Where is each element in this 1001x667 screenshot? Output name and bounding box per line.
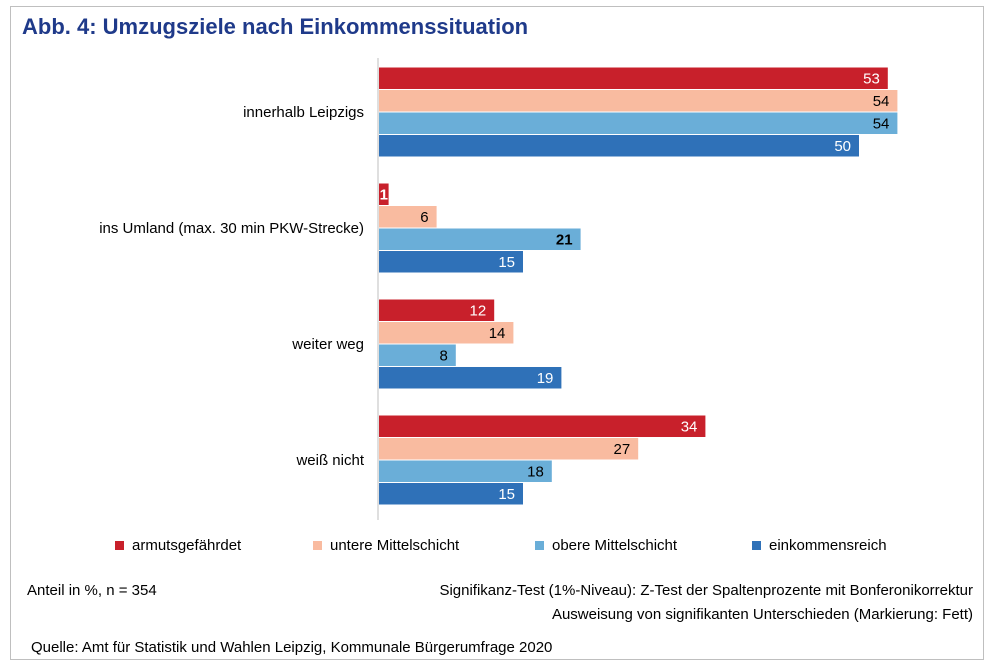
bar-untere-mittelschicht (379, 438, 639, 460)
bar-einkommensreich (379, 367, 562, 389)
data-label: 15 (498, 254, 515, 271)
data-label: 19 (537, 370, 554, 387)
sample-note: Anteil in %, n = 354 (27, 582, 157, 599)
data-label: 6 (420, 209, 428, 226)
chart-title: Abb. 4: Umzugsziele nach Einkommenssitua… (22, 14, 529, 39)
legend-swatch (752, 541, 761, 550)
data-label: 27 (614, 441, 631, 458)
bar-untere-mittelschicht (379, 322, 514, 344)
significance-note: Signifikanz-Test (1%-Niveau): Z-Test der… (439, 582, 973, 599)
data-label: 21 (556, 231, 573, 248)
bar-obere-mittelschicht (379, 112, 898, 134)
data-label: 50 (834, 138, 851, 155)
bar-untere-mittelschicht (379, 206, 437, 228)
marking-note: Ausweisung von signifikanten Unterschied… (551, 606, 973, 623)
data-label: 15 (498, 486, 515, 503)
bar-einkommensreich (379, 251, 523, 273)
legend-item: obere Mittelschicht (535, 537, 677, 554)
data-label: 54 (873, 115, 890, 132)
bar-obere-mittelschicht (379, 228, 581, 250)
data-label: 14 (489, 325, 506, 342)
bar-armutsgefährdet (379, 415, 706, 437)
legend-swatch (313, 541, 322, 550)
data-label: 34 (681, 418, 698, 435)
bar-einkommensreich (379, 135, 859, 157)
chart-legend: armutsgefährdet untere Mittelschicht obere… (0, 537, 1001, 559)
category-label: weiter weg (291, 336, 364, 353)
source-note: Quelle: Amt für Statistik und Wahlen Lei… (31, 639, 553, 656)
data-label: 18 (527, 463, 544, 480)
data-label: 53 (863, 70, 880, 87)
legend-swatch (115, 541, 124, 550)
data-label: 12 (470, 302, 487, 319)
category-label: innerhalb Leipzigs (243, 104, 364, 121)
legend-label: einkommensreich (769, 537, 887, 554)
data-label: 8 (439, 347, 447, 364)
category-label: ins Umland (max. 30 min PKW-Strecke) (99, 220, 364, 237)
bar-armutsgefährdet (379, 299, 495, 321)
legend-label: untere Mittelschicht (330, 537, 460, 554)
bar-armutsgefährdet (379, 67, 888, 89)
legend-item: einkommensreich (752, 537, 887, 554)
legend-label: armutsgefährdet (132, 537, 242, 554)
bar-obere-mittelschicht (379, 344, 456, 366)
category-label: weiß nicht (295, 452, 364, 469)
bar-armutsgefährdet (379, 183, 389, 205)
bar-obere-mittelschicht (379, 460, 552, 482)
bar-einkommensreich (379, 483, 523, 505)
bar-untere-mittelschicht (379, 90, 898, 112)
legend-label: obere Mittelschicht (552, 537, 678, 554)
legend-item: untere Mittelschicht (313, 537, 459, 554)
data-label: 54 (873, 93, 890, 110)
data-label: 1 (380, 186, 388, 203)
legend-swatch (535, 541, 544, 550)
legend-item: armutsgefährdet (115, 537, 241, 554)
